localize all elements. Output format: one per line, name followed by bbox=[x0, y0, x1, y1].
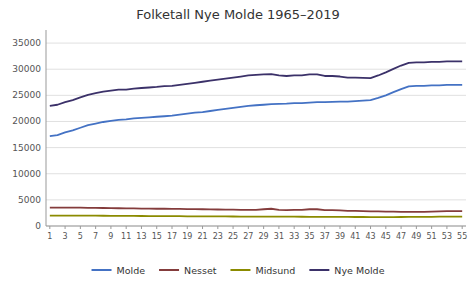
x-tick-label: 55 bbox=[457, 232, 467, 241]
x-tick-label: 49 bbox=[411, 232, 421, 241]
legend-swatch bbox=[309, 269, 329, 271]
y-tick-label: 30000 bbox=[12, 64, 41, 74]
y-tick-label: 0 bbox=[35, 221, 41, 231]
y-tick-label: 20000 bbox=[12, 116, 41, 126]
legend-swatch bbox=[159, 269, 179, 271]
x-tick-label: 47 bbox=[396, 232, 406, 241]
legend-label: Nye Molde bbox=[334, 265, 384, 276]
grid-line bbox=[46, 43, 466, 44]
series-line bbox=[50, 216, 462, 218]
legend-label: Midsund bbox=[255, 265, 295, 276]
x-tick-label: 13 bbox=[136, 232, 146, 241]
x-tick-label: 33 bbox=[289, 232, 299, 241]
grid-line bbox=[46, 173, 466, 174]
grid-line bbox=[46, 69, 466, 70]
legend-item: Molde bbox=[92, 265, 146, 276]
chart: Folketall Nye Molde 1965–2019 0 5000 10000 1… bbox=[0, 0, 476, 284]
x-tick-label: 39 bbox=[335, 232, 345, 241]
y-tick-label: 35000 bbox=[12, 38, 41, 48]
series-line bbox=[50, 61, 462, 105]
x-tick-label: 45 bbox=[381, 232, 391, 241]
x-tick-label: 37 bbox=[320, 232, 330, 241]
x-tick-label: 43 bbox=[365, 232, 375, 241]
legend-item: Nesset bbox=[159, 265, 217, 276]
series-line bbox=[50, 208, 462, 212]
x-tick-label: 35 bbox=[304, 232, 314, 241]
x-tick-label: 19 bbox=[182, 232, 192, 241]
x-axis-line bbox=[46, 226, 466, 227]
y-tick-label: 25000 bbox=[12, 90, 41, 100]
x-tick-label: 9 bbox=[108, 232, 113, 241]
plot-area bbox=[50, 61, 462, 217]
x-tick-label: 11 bbox=[121, 232, 131, 241]
grid-line bbox=[46, 226, 466, 227]
x-tick-label: 17 bbox=[167, 232, 177, 241]
x-tick-label: 15 bbox=[152, 232, 162, 241]
x-tick-label: 41 bbox=[350, 232, 360, 241]
x-tick-label: 1 bbox=[47, 232, 52, 241]
grid-line bbox=[46, 199, 466, 200]
x-tick-label: 29 bbox=[259, 232, 269, 241]
y-tick-label: 15000 bbox=[12, 143, 41, 153]
legend: Molde Nesset Midsund Nye Molde bbox=[92, 265, 385, 276]
x-tick-label: 21 bbox=[197, 232, 207, 241]
legend-swatch bbox=[92, 269, 112, 271]
grid-line bbox=[46, 95, 466, 96]
x-tick-label: 31 bbox=[274, 232, 284, 241]
legend-label: Nesset bbox=[184, 265, 217, 276]
y-tick-label: 10000 bbox=[12, 169, 41, 179]
y-tick-label: 5000 bbox=[18, 195, 41, 205]
x-tick-label: 23 bbox=[213, 232, 223, 241]
x-tick-label: 3 bbox=[63, 232, 68, 241]
x-tick-label: 53 bbox=[442, 232, 452, 241]
series-line bbox=[50, 85, 462, 136]
x-tick-label: 25 bbox=[228, 232, 238, 241]
title: Folketall Nye Molde 1965–2019 bbox=[136, 7, 339, 22]
legend-swatch bbox=[230, 269, 250, 271]
x-tick-label: 5 bbox=[78, 232, 83, 241]
legend-label: Molde bbox=[117, 265, 146, 276]
x-tick-label: 7 bbox=[93, 232, 98, 241]
x-tick-label: 51 bbox=[427, 232, 437, 241]
x-tick-label: 27 bbox=[243, 232, 253, 241]
legend-item: Nye Molde bbox=[309, 265, 384, 276]
grid-line bbox=[46, 147, 466, 148]
y-axis-line bbox=[46, 30, 47, 226]
legend-item: Midsund bbox=[230, 265, 295, 276]
